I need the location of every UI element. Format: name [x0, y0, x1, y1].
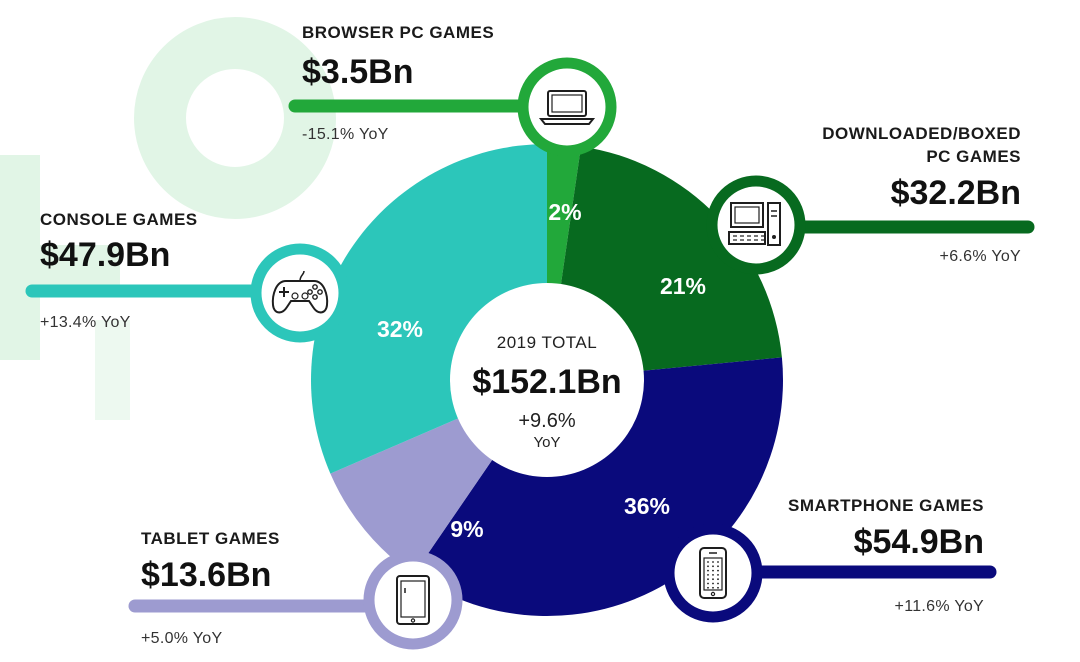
category-value-downloaded: $32.2Bn [891, 174, 1021, 212]
percent-label-downloaded: 21% [660, 273, 706, 299]
tablet-icon [363, 550, 463, 650]
category-labels: BROWSER PC GAMES $3.5Bn -15.1% YoY DOWNLOAD… [40, 23, 1021, 647]
center-total-value: $152.1Bn [472, 363, 621, 401]
category-label-smartphone: SMARTPHONE GAMES $54.9Bn +11.6% YoY [788, 496, 984, 615]
category-value-tablet: $13.6Bn [141, 556, 271, 594]
decor-ring [134, 17, 336, 219]
category-yoy-smartphone: +11.6% YoY [895, 598, 984, 615]
category-icons [250, 57, 806, 650]
laptop-icon [517, 57, 617, 157]
percent-label-console: 32% [377, 316, 423, 342]
category-label-console: CONSOLE GAMES $47.9Bn +13.4% YoY [40, 210, 198, 331]
center-title: 2019 TOTAL [497, 333, 597, 352]
decor-bar [95, 320, 130, 420]
category-value-console: $47.9Bn [40, 236, 170, 274]
category-yoy-console: +13.4% YoY [40, 314, 131, 331]
center-summary: 2019 TOTAL $152.1Bn +9.6% YoY [450, 283, 644, 477]
category-yoy-downloaded: +6.6% YoY [940, 248, 1021, 265]
percent-label-smartphone: 36% [624, 493, 670, 519]
category-label-downloaded: DOWNLOADED/BOXED PC GAMES $32.2Bn +6.6% YoY [822, 124, 1021, 265]
category-title-downloaded: PC GAMES [926, 147, 1021, 166]
smartphone-icon [663, 523, 763, 623]
category-label-tablet: TABLET GAMES $13.6Bn +5.0% YoY [141, 529, 280, 647]
center-growth: +9.6% [518, 410, 575, 432]
center-growth-suffix: YoY [534, 434, 561, 451]
category-title-tablet: TABLET GAMES [141, 529, 280, 548]
category-yoy-tablet: +5.0% YoY [141, 630, 222, 647]
category-yoy-browser: -15.1% YoY [302, 126, 389, 143]
background-decoration [0, 17, 336, 420]
category-title-console: CONSOLE GAMES [40, 210, 198, 229]
percent-labels: 2% 21% 36% 9% 32% [377, 199, 706, 542]
connector-lines [25, 99, 1035, 613]
category-title-smartphone: SMARTPHONE GAMES [788, 496, 984, 515]
category-label-browser: BROWSER PC GAMES $3.5Bn -15.1% YoY [302, 23, 494, 143]
gamepad-icon [250, 243, 350, 343]
category-value-browser: $3.5Bn [302, 53, 414, 91]
category-title-downloaded: DOWNLOADED/BOXED [822, 124, 1021, 143]
percent-label-browser: 2% [548, 199, 581, 225]
category-title-browser: BROWSER PC GAMES [302, 23, 494, 42]
desktop-pc-icon [706, 175, 806, 275]
category-value-smartphone: $54.9Bn [854, 523, 984, 561]
center-hole [450, 283, 644, 477]
decor-shape [0, 155, 120, 360]
percent-label-tablet: 9% [450, 516, 483, 542]
